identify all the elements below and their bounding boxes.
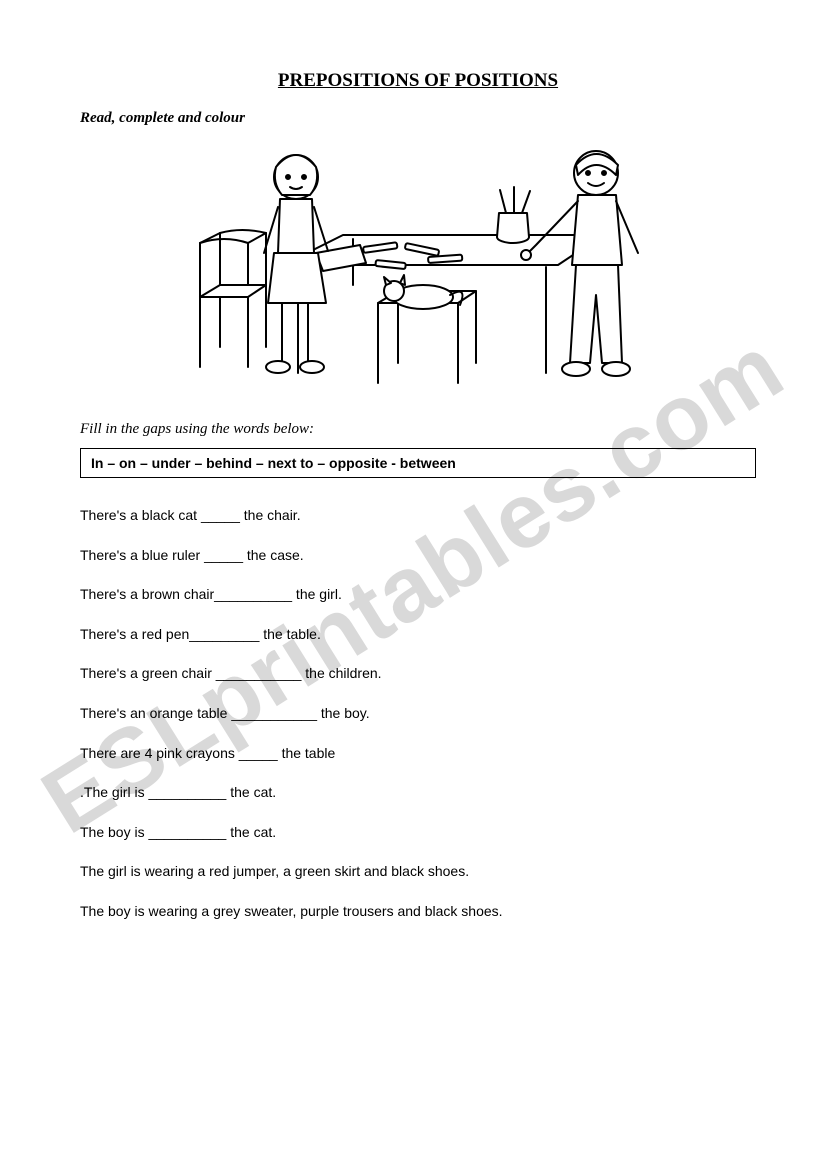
sentence-item: There's a green chair ___________ the ch… [80,664,756,684]
worksheet-page: PREPOSITIONS OF POSITIONS Read, complete… [0,0,826,982]
sentence-item: There's an orange table ___________ the … [80,704,756,724]
sentence-item: There's a red pen_________ the table. [80,625,756,645]
main-instruction: Read, complete and colour [80,110,756,127]
page-title: PREPOSITIONS OF POSITIONS [80,70,756,92]
sentence-item: The boy is wearing a grey sweater, purpl… [80,902,756,922]
sentence-list: There's a black cat _____ the chair. The… [80,506,756,922]
word-bank-box: In – on – under – behind – next to – opp… [80,448,756,478]
fill-gaps-instruction: Fill in the gaps using the words below: [80,421,756,438]
sentence-item: There's a brown chair__________ the girl… [80,585,756,605]
sentence-item: There's a blue ruler _____ the case. [80,546,756,566]
sentence-item: .The girl is __________ the cat. [80,783,756,803]
sentence-item: There are 4 pink crayons _____ the table [80,744,756,764]
sentence-item: The boy is __________ the cat. [80,823,756,843]
sentence-item: The girl is wearing a red jumper, a gree… [80,862,756,882]
scene-illustration [128,135,708,415]
sentence-item: There's a black cat _____ the chair. [80,506,756,526]
